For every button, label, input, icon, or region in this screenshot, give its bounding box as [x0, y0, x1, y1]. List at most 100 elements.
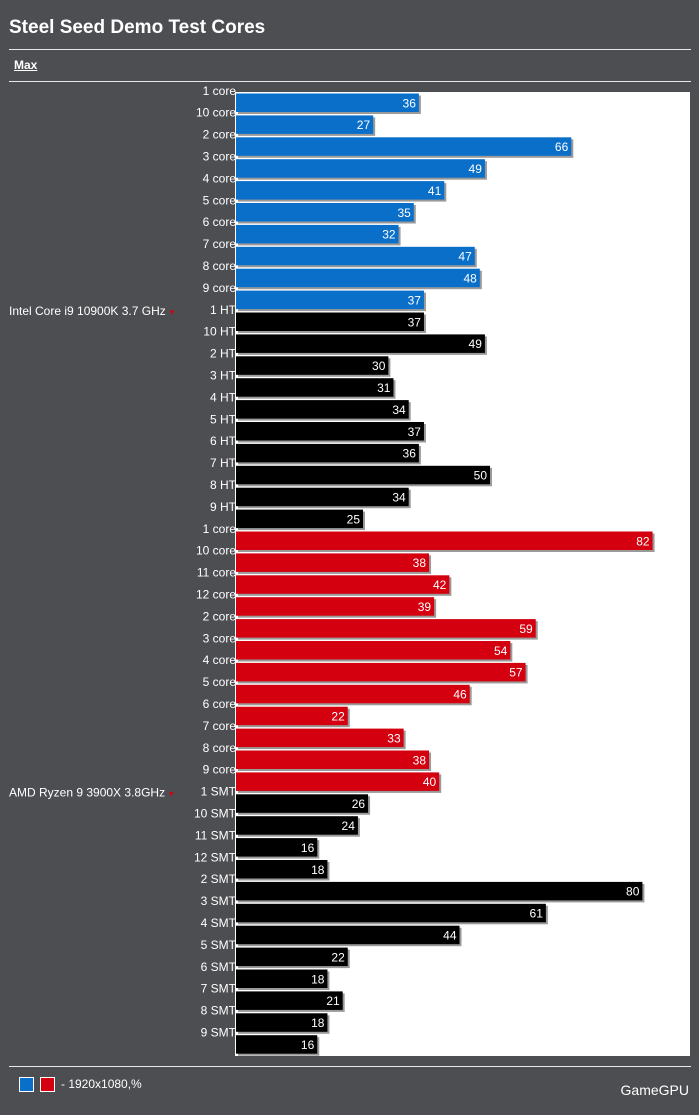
bar [236, 706, 348, 726]
bar-value-label: 39 [418, 600, 432, 614]
legend-label: - 1920x1080,% [61, 1077, 142, 1091]
bar [236, 728, 404, 748]
legend-swatch-intel [19, 1077, 34, 1092]
bar-value-label: 27 [357, 118, 371, 132]
tab-divider [9, 81, 691, 82]
bar-value-label: 22 [331, 709, 345, 723]
category-label: 9 core [203, 763, 237, 777]
group-label: Intel Core i9 10900K 3.7 GHz [9, 304, 166, 318]
category-label: 1 core [203, 84, 237, 98]
bar-value-label: 22 [331, 950, 345, 964]
category-label: 8 SMT [201, 1004, 237, 1018]
category-label: 9 SMT [201, 1025, 237, 1039]
bar [236, 860, 328, 879]
bar [236, 553, 430, 572]
bar [236, 334, 485, 353]
bar-value-label: 49 [469, 337, 483, 351]
category-label: 5 SMT [201, 938, 237, 952]
tab-max[interactable]: Max [14, 58, 38, 72]
category-label: 11 core [197, 566, 236, 580]
category-label: 8 HT [210, 478, 237, 492]
bar [236, 115, 374, 134]
bar-value-label: 48 [463, 271, 477, 285]
bar-value-label: 21 [326, 994, 340, 1008]
category-label: 6 HT [210, 434, 237, 448]
bar-value-label: 18 [311, 1016, 325, 1030]
bar-value-label: 37 [408, 293, 422, 307]
bar [236, 597, 435, 616]
category-label: 8 core [203, 259, 237, 273]
bar [236, 619, 536, 638]
bar [236, 487, 409, 507]
bar-value-label: 38 [413, 556, 427, 570]
bar-value-label: 36 [403, 447, 417, 461]
bar [236, 881, 643, 901]
bar-value-label: 16 [301, 841, 315, 855]
bar [236, 531, 653, 550]
bar-value-label: 34 [392, 403, 406, 417]
bar-value-label: 57 [509, 666, 523, 680]
bar [236, 422, 424, 441]
bar-value-label: 50 [474, 469, 488, 483]
bar-value-label: 37 [408, 425, 422, 439]
category-label: 10 core [196, 544, 236, 558]
bar [236, 684, 470, 704]
category-label: 11 SMT [195, 828, 237, 842]
bar-value-label: 16 [301, 1038, 315, 1052]
category-label: 5 HT [210, 412, 237, 426]
bar-value-label: 59 [519, 622, 533, 636]
footer-divider [9, 1066, 691, 1067]
bar [236, 816, 358, 835]
category-label: 7 core [203, 237, 237, 251]
bar [236, 400, 409, 419]
category-label: 3 SMT [201, 894, 237, 908]
category-label: 6 SMT [201, 960, 237, 974]
bar-value-label: 47 [458, 250, 472, 264]
bar [236, 203, 414, 222]
bar [236, 93, 419, 112]
category-label: 3 core [203, 631, 237, 645]
bar [236, 246, 475, 266]
category-label: 10 HT [203, 325, 236, 339]
category-label: 9 HT [210, 500, 237, 514]
bar-value-label: 42 [433, 578, 447, 592]
header-divider [9, 49, 691, 50]
bar [236, 378, 394, 397]
category-label: 1 core [203, 522, 237, 536]
bar-value-label: 30 [372, 359, 386, 373]
bar [236, 465, 490, 485]
bar-value-label: 66 [555, 140, 569, 154]
bar-value-label: 25 [347, 512, 361, 526]
bar [236, 268, 480, 288]
category-label: 2 core [203, 128, 237, 142]
bar-value-label: 35 [397, 206, 411, 220]
bar-value-label: 40 [423, 775, 437, 789]
category-label: 2 SMT [201, 872, 237, 886]
bar [236, 312, 424, 331]
bar [236, 925, 460, 945]
category-label: 12 SMT [194, 850, 237, 864]
bar-value-label: 41 [428, 184, 442, 198]
legend-swatch-amd [40, 1077, 55, 1092]
bar [236, 947, 348, 967]
bar-value-label: 31 [377, 381, 391, 395]
category-label: 2 core [203, 609, 237, 623]
bar [236, 1013, 328, 1032]
bar-value-label: 37 [408, 315, 422, 329]
bar-value-label: 18 [311, 863, 325, 877]
category-label: 10 core [196, 106, 236, 120]
bar [236, 772, 440, 791]
bar-value-label: 32 [382, 228, 396, 242]
category-label: 7 SMT [201, 982, 237, 996]
category-label: 10 SMT [194, 806, 237, 820]
bar-value-label: 26 [352, 797, 366, 811]
bar-value-label: 34 [392, 490, 406, 504]
bar-value-label: 54 [494, 644, 508, 658]
category-label: 3 HT [210, 368, 237, 382]
category-label: 9 core [203, 281, 237, 295]
category-label: 8 core [203, 741, 237, 755]
bar-value-label: 80 [626, 885, 640, 899]
bar-value-label: 61 [530, 907, 544, 921]
group-marker-icon: ▾ [169, 789, 174, 799]
